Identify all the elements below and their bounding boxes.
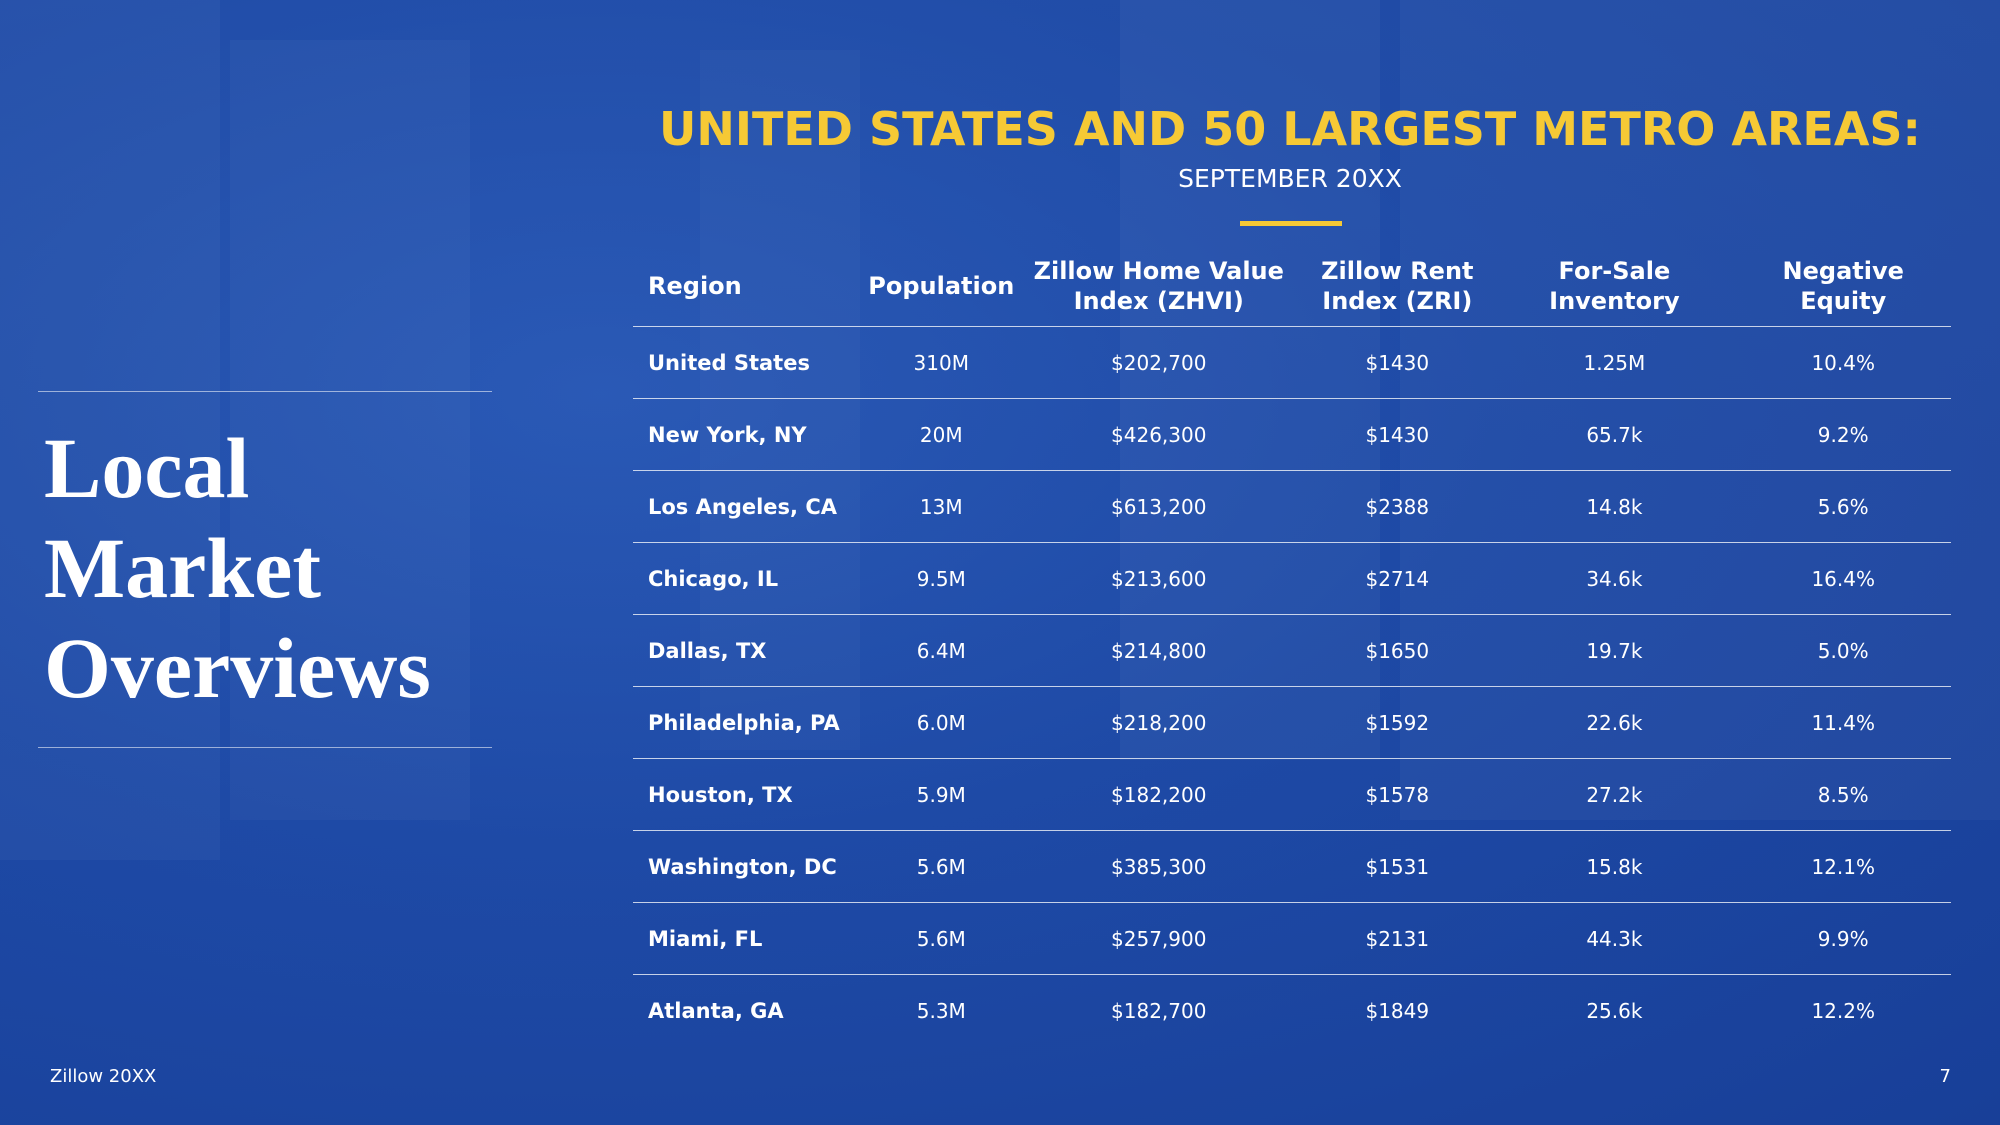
cell-negative-equity: 10.4% bbox=[1735, 326, 1951, 399]
cell-inventory: 15.8k bbox=[1493, 830, 1736, 903]
metro-data-table: Region Population Zillow Home Value Inde… bbox=[633, 246, 1951, 1046]
cell-negative-equity: 8.5% bbox=[1735, 758, 1951, 831]
cell-zhvi: $257,900 bbox=[1016, 902, 1302, 975]
cell-negative-equity: 12.2% bbox=[1811, 998, 1875, 1023]
cell-zhvi: $385,300 bbox=[1016, 830, 1302, 903]
cell-inventory: 1.25M bbox=[1493, 326, 1736, 399]
cell-zri: $1430 bbox=[1301, 398, 1494, 471]
column-header-negative-equity: Negative Equity bbox=[1735, 246, 1951, 327]
sidebar-top-divider bbox=[38, 391, 492, 392]
cell-population: 6.4M bbox=[866, 614, 1017, 687]
cell-inventory: 22.6k bbox=[1493, 686, 1736, 759]
cell-inventory: 44.3k bbox=[1493, 902, 1736, 975]
cell-zri: $1592 bbox=[1301, 686, 1494, 759]
cell-population: 6.0M bbox=[866, 686, 1017, 759]
cell-region: New York, NY bbox=[633, 398, 867, 471]
table-row: Washington, DC 5.6M $385,300 $1531 15.8k 12.1… bbox=[633, 830, 1951, 903]
cell-negative-equity: 9.2% bbox=[1735, 398, 1951, 471]
table-row: Houston, TX 5.9M $182,200 $1578 27.2k 8.5% bbox=[633, 758, 1951, 831]
cell-region: United States bbox=[633, 326, 867, 399]
table-row: New York, NY 20M $426,300 $1430 65.7k 9.2% bbox=[633, 398, 1951, 471]
sidebar-title: Local Market Overviews bbox=[44, 418, 504, 718]
table-row: Chicago, IL 9.5M $213,600 $2714 34.6k 16.4% bbox=[633, 542, 1951, 615]
cell-negative-equity: 12.1% bbox=[1735, 830, 1951, 903]
page-number: 7 bbox=[1939, 1066, 1951, 1087]
cell-population: 9.5M bbox=[866, 542, 1017, 615]
title-accent-underline bbox=[1240, 221, 1342, 226]
cell-inventory: 27.2k bbox=[1493, 758, 1736, 831]
table-row: Atlanta, GA 5.3M $182,700 $1849 25.6k 12.2% bbox=[633, 975, 1951, 1047]
cell-region: Miami, FL bbox=[633, 902, 867, 975]
cell-negative-equity: 5.6% bbox=[1735, 470, 1951, 543]
table-row: Los Angeles, CA 13M $613,200 $2388 14.8k 5.6% bbox=[633, 470, 1951, 543]
cell-region: Dallas, TX bbox=[633, 614, 867, 687]
cell-zhvi: $426,300 bbox=[1016, 398, 1302, 471]
cell-population: 5.6M bbox=[866, 902, 1017, 975]
table-row: Philadelphia, PA 6.0M $218,200 $1592 22.6k 11… bbox=[633, 686, 1951, 759]
sidebar-title-line: Overviews bbox=[44, 620, 431, 716]
cell-zri: $1531 bbox=[1301, 830, 1494, 903]
column-header-zhvi: Zillow Home Value Index (ZHVI) bbox=[1016, 246, 1302, 327]
cell-zhvi: $182,700 bbox=[1111, 998, 1207, 1023]
cell-inventory: 34.6k bbox=[1493, 542, 1736, 615]
cell-zri: $2714 bbox=[1301, 542, 1494, 615]
table-row: United States 310M $202,700 $1430 1.25M 10.4% bbox=[633, 326, 1951, 399]
cell-zhvi: $214,800 bbox=[1016, 614, 1302, 687]
cell-negative-equity: 16.4% bbox=[1735, 542, 1951, 615]
cell-negative-equity: 9.9% bbox=[1735, 902, 1951, 975]
cell-zhvi: $613,200 bbox=[1016, 470, 1302, 543]
cell-population: 13M bbox=[866, 470, 1017, 543]
column-header-inventory: For-Sale Inventory bbox=[1493, 246, 1736, 327]
table-row: Dallas, TX 6.4M $214,800 $1650 19.7k 5.0% bbox=[633, 614, 1951, 687]
cell-inventory: 25.6k bbox=[1586, 998, 1643, 1023]
footer-brand: Zillow 20XX bbox=[50, 1066, 157, 1087]
cell-zhvi: $218,200 bbox=[1016, 686, 1302, 759]
cell-inventory: 19.7k bbox=[1493, 614, 1736, 687]
page-title: UNITED STATES AND 50 LARGEST METRO AREAS… bbox=[659, 102, 1921, 156]
table-body: United States 310M $202,700 $1430 1.25M 10.4%… bbox=[633, 326, 1951, 1047]
cell-negative-equity: 11.4% bbox=[1735, 686, 1951, 759]
cell-zri: $1430 bbox=[1301, 326, 1494, 399]
cell-zhvi: $213,600 bbox=[1016, 542, 1302, 615]
cell-region: Houston, TX bbox=[633, 758, 867, 831]
table-row: Miami, FL 5.6M $257,900 $2131 44.3k 9.9% bbox=[633, 902, 1951, 975]
cell-region: Philadelphia, PA bbox=[633, 686, 867, 759]
column-header-population: Population bbox=[866, 246, 1017, 327]
cell-zhvi: $182,200 bbox=[1016, 758, 1302, 831]
cell-region: Chicago, IL bbox=[633, 542, 867, 615]
cell-population: 5.3M bbox=[916, 998, 966, 1023]
cell-zri: $1849 bbox=[1365, 998, 1430, 1023]
cell-population: 5.9M bbox=[866, 758, 1017, 831]
cell-zhvi: $202,700 bbox=[1016, 326, 1302, 399]
sidebar-title-line: Market bbox=[44, 520, 321, 616]
sidebar-title-line: Local bbox=[44, 420, 250, 516]
table-header-row: Region Population Zillow Home Value Inde… bbox=[633, 246, 1951, 327]
column-header-region: Region bbox=[633, 246, 867, 327]
cell-region: Atlanta, GA bbox=[648, 998, 784, 1023]
cell-zri: $2388 bbox=[1301, 470, 1494, 543]
cell-population: 310M bbox=[866, 326, 1017, 399]
cell-population: 20M bbox=[866, 398, 1017, 471]
page-subtitle: SEPTEMBER 20XX bbox=[1178, 164, 1402, 193]
cell-zri: $1578 bbox=[1301, 758, 1494, 831]
cell-zri: $1650 bbox=[1301, 614, 1494, 687]
sidebar-bottom-divider bbox=[38, 747, 492, 748]
cell-zri: $2131 bbox=[1301, 902, 1494, 975]
cell-population: 5.6M bbox=[866, 830, 1017, 903]
cell-inventory: 14.8k bbox=[1493, 470, 1736, 543]
cell-inventory: 65.7k bbox=[1493, 398, 1736, 471]
column-header-zri: Zillow Rent Index (ZRI) bbox=[1301, 246, 1494, 327]
cell-region: Los Angeles, CA bbox=[633, 470, 867, 543]
cell-negative-equity: 5.0% bbox=[1735, 614, 1951, 687]
cell-region: Washington, DC bbox=[633, 830, 867, 903]
